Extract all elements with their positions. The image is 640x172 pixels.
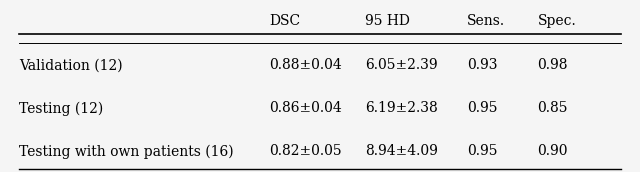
Text: Validation (12): Validation (12)	[19, 58, 123, 72]
Text: 95 HD: 95 HD	[365, 14, 410, 28]
Text: Sens.: Sens.	[467, 14, 506, 28]
Text: 6.19±2.38: 6.19±2.38	[365, 101, 438, 115]
Text: 0.95: 0.95	[467, 144, 498, 158]
Text: 0.93: 0.93	[467, 58, 498, 72]
Text: 0.85: 0.85	[538, 101, 568, 115]
Text: 0.90: 0.90	[538, 144, 568, 158]
Text: 0.86±0.04: 0.86±0.04	[269, 101, 342, 115]
Text: Testing (12): Testing (12)	[19, 101, 104, 116]
Text: Spec.: Spec.	[538, 14, 577, 28]
Text: 6.05±2.39: 6.05±2.39	[365, 58, 437, 72]
Text: 0.82±0.05: 0.82±0.05	[269, 144, 341, 158]
Text: Testing with own patients (16): Testing with own patients (16)	[19, 144, 234, 159]
Text: DSC: DSC	[269, 14, 300, 28]
Text: 0.98: 0.98	[538, 58, 568, 72]
Text: 0.95: 0.95	[467, 101, 498, 115]
Text: 8.94±4.09: 8.94±4.09	[365, 144, 438, 158]
Text: 0.88±0.04: 0.88±0.04	[269, 58, 342, 72]
